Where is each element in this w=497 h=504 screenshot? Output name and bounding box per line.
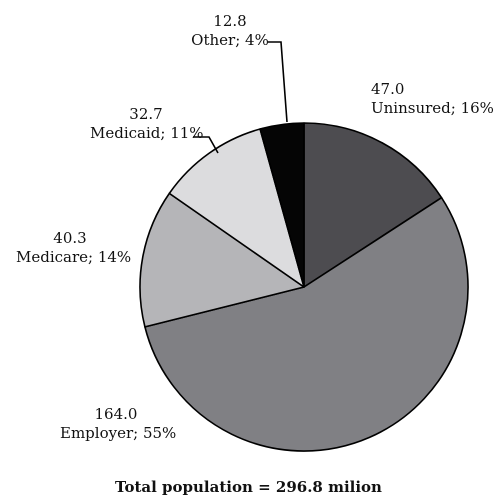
- chart-caption: Total population = 296.8 milion: [115, 478, 382, 496]
- other-leader-line: [268, 41, 288, 123]
- pie-slice-uninsured: [303, 122, 443, 288]
- slice-label-medicare: 40.3 Medicare; 14%: [16, 229, 132, 267]
- pie-slices: [139, 122, 469, 452]
- slice-label-uninsured: 47.0 Uninsured; 16%: [371, 80, 494, 118]
- slice-label-employer: 164.0 Employer; 55%: [60, 405, 177, 443]
- medicaid-leader-line: [193, 136, 219, 154]
- slice-value-other: 12.8: [213, 12, 247, 30]
- slice-value-uninsured: 47.0: [371, 80, 405, 98]
- pie-slice-other: [259, 122, 305, 288]
- slice-text-employer: Employer; 55%: [60, 424, 177, 442]
- slice-value-employer: 164.0: [94, 405, 138, 423]
- slice-value-medicare: 40.3: [53, 229, 87, 247]
- slice-label-other: 12.8 Other; 4%: [180, 12, 280, 50]
- pie-slice-employer: [144, 196, 469, 452]
- slice-label-medicaid: 32.7 Medicaid; 11%: [90, 105, 204, 143]
- slice-text-other: Other; 4%: [191, 31, 269, 49]
- pie-slice-medicare: [139, 192, 305, 328]
- slice-text-medicare: Medicare; 14%: [16, 248, 132, 266]
- slice-value-medicaid: 32.7: [129, 105, 163, 123]
- slice-text-medicaid: Medicaid; 11%: [90, 124, 204, 142]
- slice-text-uninsured: Uninsured; 16%: [371, 99, 494, 117]
